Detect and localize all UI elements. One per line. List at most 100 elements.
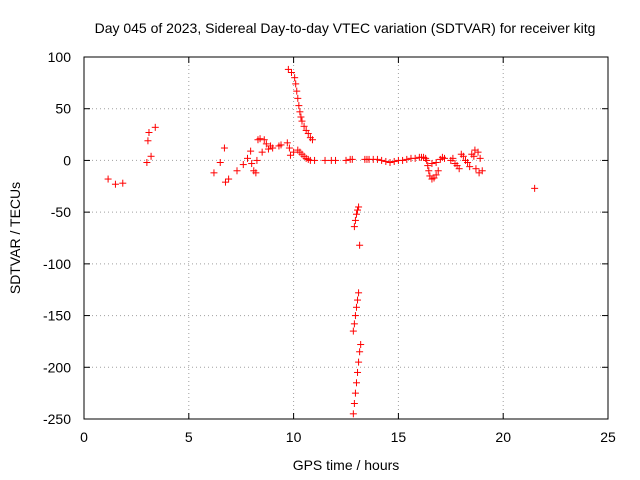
data-point	[225, 175, 233, 183]
data-point	[424, 162, 432, 170]
data-point	[350, 320, 358, 328]
data-point	[290, 148, 298, 156]
data-point	[455, 165, 463, 173]
data-point	[283, 139, 291, 147]
plot-frame	[83, 56, 609, 420]
data-point	[466, 163, 474, 171]
data-point	[258, 148, 266, 156]
data-point	[311, 156, 319, 164]
data-point	[382, 157, 390, 165]
x-tick-label: 15	[391, 429, 407, 445]
x-tick-label: 20	[495, 429, 511, 445]
data-point	[292, 80, 300, 88]
data-point	[239, 161, 247, 169]
data-point	[350, 399, 358, 407]
data-point	[350, 223, 358, 231]
data-point	[252, 169, 260, 177]
data-point	[378, 156, 386, 164]
data-point	[111, 180, 119, 188]
data-point	[262, 140, 270, 148]
data-point	[144, 137, 152, 145]
data-point	[248, 160, 256, 168]
data-point	[349, 410, 357, 418]
data-point	[354, 296, 362, 304]
data-point	[256, 135, 264, 143]
data-point	[321, 156, 329, 164]
data-point	[285, 144, 293, 152]
data-series	[104, 65, 539, 418]
y-tick-label: -250	[43, 411, 71, 427]
data-point	[296, 108, 304, 116]
data-point	[355, 203, 363, 211]
data-point	[464, 158, 472, 166]
data-point	[277, 141, 285, 149]
data-point	[434, 167, 442, 175]
data-point	[297, 113, 305, 121]
data-point	[352, 379, 360, 387]
data-point	[295, 102, 303, 110]
data-point	[143, 158, 151, 166]
grid	[84, 57, 608, 419]
data-point	[349, 327, 357, 335]
data-point	[399, 156, 407, 164]
data-point	[210, 169, 218, 177]
data-point	[286, 151, 294, 159]
data-point	[449, 154, 457, 162]
data-point	[425, 167, 433, 175]
data-point	[357, 341, 365, 349]
data-point	[300, 122, 308, 130]
data-point	[531, 184, 539, 192]
data-point	[247, 147, 255, 155]
y-tick-label: 50	[55, 101, 71, 117]
data-point	[354, 206, 362, 214]
data-point	[423, 156, 431, 164]
data-point	[253, 156, 261, 164]
y-tick-label: 100	[48, 49, 72, 65]
axis-ticks: 0 5 10 15 20 25 100 50 0 -50 -100 -150 -200 -250	[43, 49, 616, 445]
y-tick-label: -100	[43, 256, 71, 272]
data-point	[354, 368, 362, 376]
data-point	[411, 154, 419, 162]
chart-title: Day 045 of 2023, Sidereal Day-to-day VTE…	[95, 20, 596, 36]
data-point	[304, 130, 312, 138]
data-point	[351, 312, 359, 320]
data-point	[351, 216, 359, 224]
data-point	[151, 123, 159, 131]
data-point	[348, 155, 356, 163]
data-point	[352, 303, 360, 311]
data-point	[386, 158, 394, 166]
data-point	[428, 160, 436, 168]
data-point	[432, 158, 440, 166]
data-point	[478, 167, 486, 175]
data-point	[284, 65, 292, 73]
data-point	[342, 156, 350, 164]
data-point	[269, 144, 277, 152]
data-point	[147, 152, 155, 160]
x-axis-label: GPS time / hours	[293, 457, 400, 473]
data-point	[355, 358, 363, 366]
data-point	[472, 165, 480, 173]
data-point	[356, 348, 364, 356]
y-tick-label: -200	[43, 359, 71, 375]
data-point	[459, 152, 467, 160]
data-point	[220, 144, 228, 152]
data-point	[470, 152, 478, 160]
data-point	[293, 87, 301, 95]
data-point	[403, 155, 411, 163]
y-tick-label: -50	[51, 204, 71, 220]
x-tick-label: 25	[600, 429, 616, 445]
data-point	[441, 154, 449, 162]
x-tick-label: 5	[185, 429, 193, 445]
data-point	[145, 129, 153, 137]
data-point	[233, 167, 241, 175]
data-point	[355, 289, 363, 297]
data-point	[260, 136, 268, 144]
data-point	[216, 158, 224, 166]
data-point	[291, 74, 299, 82]
x-tick-label: 0	[80, 429, 88, 445]
data-point	[298, 117, 306, 125]
data-point	[390, 157, 398, 165]
data-point	[221, 178, 229, 186]
y-tick-label: -150	[43, 308, 71, 324]
